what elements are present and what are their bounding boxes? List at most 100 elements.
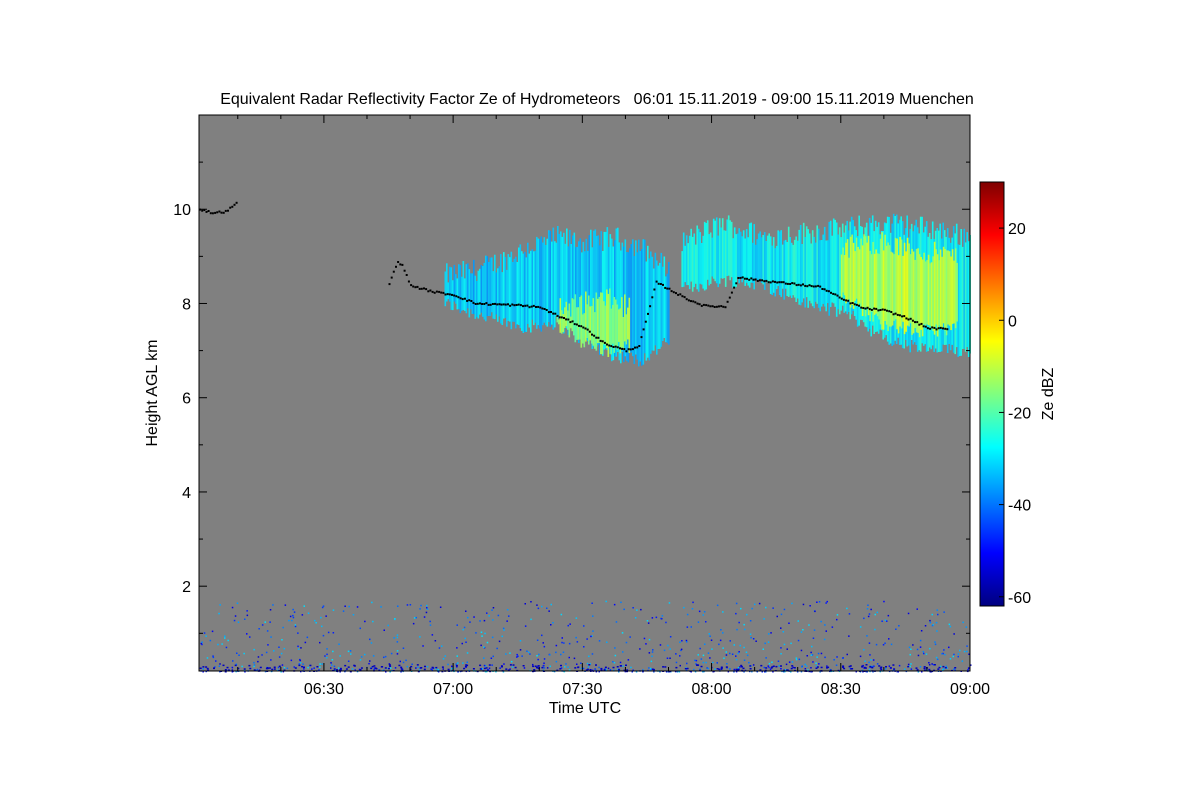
noise-pixel bbox=[501, 635, 503, 638]
echo-column bbox=[798, 229, 800, 305]
noise-pixel bbox=[509, 652, 511, 654]
noise-pixel bbox=[818, 663, 820, 665]
noise-pixel bbox=[765, 657, 767, 659]
cloud-base-point bbox=[933, 326, 936, 329]
echo-column bbox=[598, 296, 601, 344]
echo-column bbox=[789, 237, 791, 296]
noise-pixel bbox=[916, 608, 918, 610]
noise-pixel bbox=[868, 668, 871, 671]
noise-pixel bbox=[299, 659, 301, 662]
noise-pixel bbox=[532, 665, 535, 668]
cloud-base-point bbox=[664, 286, 667, 289]
noise-pixel bbox=[348, 605, 350, 608]
echo-column bbox=[668, 262, 670, 345]
noise-pixel bbox=[751, 607, 753, 610]
noise-pixel bbox=[697, 621, 700, 623]
echo-column bbox=[696, 225, 698, 290]
noise-pixel bbox=[457, 662, 459, 664]
noise-pixel bbox=[533, 669, 536, 671]
cloud-base-point bbox=[864, 307, 867, 310]
echo-column bbox=[651, 256, 654, 351]
noise-pixel bbox=[396, 650, 399, 652]
echo-column bbox=[525, 257, 528, 332]
cloud-base-point bbox=[595, 336, 598, 339]
noise-pixel bbox=[916, 669, 919, 671]
noise-pixel bbox=[816, 601, 818, 603]
noise-pixel bbox=[919, 639, 922, 642]
cloud-base-point bbox=[405, 274, 408, 276]
noise-pixel bbox=[297, 645, 299, 648]
echo-column bbox=[648, 258, 651, 361]
noise-pixel bbox=[532, 663, 534, 666]
noise-pixel bbox=[400, 671, 402, 673]
noise-pixel bbox=[396, 636, 399, 639]
noise-pixel bbox=[928, 668, 931, 671]
noise-pixel bbox=[437, 671, 440, 673]
noise-pixel bbox=[714, 668, 716, 670]
echo-column bbox=[606, 289, 608, 349]
noise-pixel bbox=[696, 664, 699, 666]
cloud-base-point bbox=[847, 299, 850, 302]
noise-pixel bbox=[243, 652, 245, 655]
echo-column bbox=[796, 240, 799, 299]
noise-pixel bbox=[543, 645, 546, 648]
cloud-base-point bbox=[588, 330, 591, 333]
noise-pixel bbox=[431, 634, 434, 636]
noise-pixel bbox=[313, 667, 315, 669]
echo-column bbox=[792, 244, 794, 296]
noise-pixel bbox=[767, 665, 769, 667]
echo-column bbox=[489, 257, 492, 316]
noise-pixel bbox=[388, 664, 391, 666]
noise-pixel bbox=[541, 666, 544, 669]
noise-pixel bbox=[206, 657, 209, 659]
noise-pixel bbox=[277, 666, 280, 669]
echo-column bbox=[795, 236, 797, 302]
noise-pixel bbox=[280, 652, 283, 655]
noise-pixel bbox=[833, 659, 835, 661]
noise-pixel bbox=[283, 647, 286, 650]
noise-pixel bbox=[439, 606, 442, 608]
noise-pixel bbox=[339, 655, 341, 657]
noise-pixel bbox=[219, 604, 221, 606]
echo-column bbox=[858, 249, 861, 304]
echo-column bbox=[736, 233, 739, 277]
echo-column bbox=[620, 250, 622, 364]
cloud-base-point bbox=[224, 209, 227, 212]
echo-column bbox=[592, 298, 595, 346]
cloud-base-point bbox=[214, 211, 217, 214]
cloud-base-point bbox=[814, 285, 817, 288]
noise-pixel bbox=[331, 659, 334, 661]
echo-column bbox=[750, 222, 752, 283]
echo-column bbox=[819, 240, 821, 312]
noise-pixel bbox=[870, 659, 872, 661]
echo-column bbox=[730, 221, 733, 278]
noise-pixel bbox=[772, 607, 774, 609]
echo-column bbox=[642, 239, 645, 365]
noise-pixel bbox=[942, 665, 945, 668]
noise-pixel bbox=[321, 606, 324, 609]
noise-pixel bbox=[698, 610, 701, 613]
noise-pixel bbox=[546, 607, 548, 609]
noise-pixel bbox=[932, 623, 935, 626]
cloud-base-point bbox=[532, 304, 535, 307]
cloud-base-point bbox=[694, 301, 697, 304]
echo-column bbox=[727, 215, 730, 276]
echo-column bbox=[851, 234, 853, 305]
noise-pixel bbox=[199, 667, 202, 669]
noise-pixel bbox=[885, 666, 887, 668]
noise-pixel bbox=[205, 666, 208, 668]
echo-column bbox=[558, 319, 560, 325]
echo-column bbox=[641, 249, 643, 366]
echo-column bbox=[801, 244, 803, 303]
cloud-base-point bbox=[612, 346, 615, 348]
cloud-base-point bbox=[463, 297, 466, 300]
noise-pixel bbox=[370, 642, 373, 644]
cloud-base-point bbox=[556, 314, 559, 317]
echo-column bbox=[817, 228, 820, 308]
cloud-base-point bbox=[209, 212, 212, 215]
noise-pixel bbox=[680, 649, 682, 652]
noise-pixel bbox=[564, 666, 566, 668]
noise-pixel bbox=[326, 653, 328, 656]
noise-pixel bbox=[495, 670, 497, 673]
echo-column bbox=[808, 233, 811, 301]
